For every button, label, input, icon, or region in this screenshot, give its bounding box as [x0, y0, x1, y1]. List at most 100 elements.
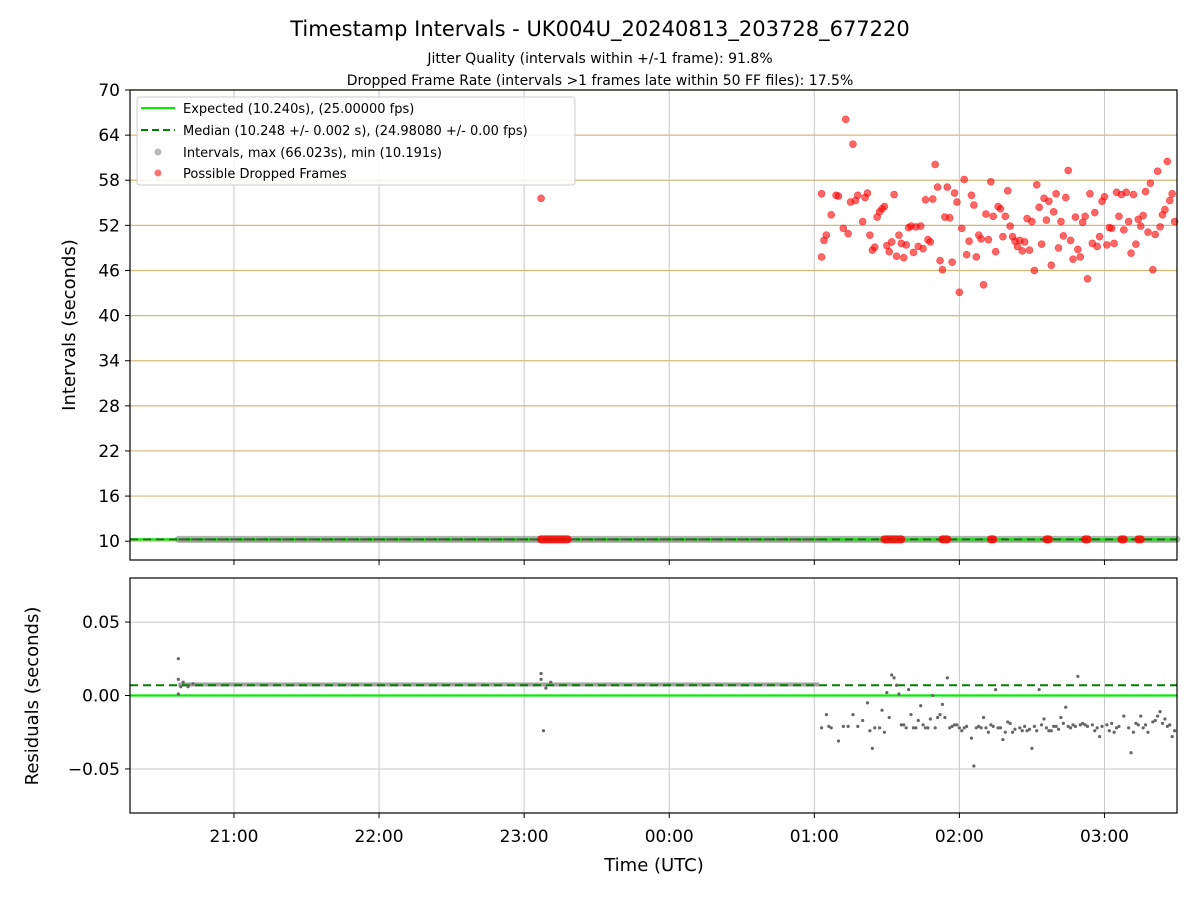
residual-point: [1143, 723, 1148, 727]
residual-point: [1069, 726, 1073, 730]
residual-point: [1158, 710, 1162, 714]
dropped-frame-point: [933, 183, 942, 191]
dropped-frame-point: [1144, 228, 1152, 236]
residual-point: [1083, 723, 1087, 727]
dropped-frame-point: [1052, 189, 1060, 198]
dropped-frame-point: [1018, 247, 1027, 255]
residual-point: [938, 712, 942, 717]
dropped-frame-point: [834, 192, 843, 200]
x-tick-label: 23:00: [500, 827, 549, 847]
residual-point: [856, 724, 860, 728]
legend-box: [136, 96, 576, 186]
dropped-frame-point: [1035, 203, 1043, 212]
residual-point: [1107, 729, 1111, 733]
dropped-frame-point: [1090, 208, 1099, 217]
residual-point: [1129, 751, 1133, 755]
residual-point: [1078, 723, 1082, 727]
residual-point: [539, 671, 543, 676]
residual-point: [1059, 715, 1063, 720]
residual-point: [952, 723, 957, 727]
x-tick-label: 00:00: [645, 827, 694, 847]
residual-point: [957, 726, 961, 730]
dropped-frame-point: [1153, 167, 1162, 176]
dropped-frame-point: [1003, 186, 1012, 195]
bottom-plot-y-tick-label: 0.05: [82, 613, 120, 633]
residual-point: [1056, 727, 1061, 731]
residual-point: [960, 729, 964, 733]
dropped-frame-point: [931, 160, 939, 169]
residual-point: [1020, 729, 1024, 733]
dropped-frame-point: [817, 189, 826, 198]
dropped-frame-point: [1069, 255, 1077, 264]
residual-point: [1013, 727, 1017, 731]
residual-point: [836, 739, 841, 743]
legend: Expected (10.240s), (25.00000 fps) Media…: [136, 96, 576, 186]
residual-point: [544, 686, 548, 690]
residual-point: [1032, 724, 1036, 728]
residual-point: [950, 724, 954, 728]
residual-point: [1054, 724, 1058, 728]
top-plot-y-tick-label: 46: [98, 261, 120, 281]
residual-point: [1081, 721, 1085, 726]
dropped-frame-point: [1064, 166, 1072, 175]
top-plot-y-tick-label: 64: [98, 126, 120, 146]
residual-point: [1139, 714, 1143, 718]
residual-point: [1030, 746, 1034, 750]
dropped-frame-point: [919, 244, 927, 253]
residual-point: [977, 724, 981, 728]
residual-point: [897, 692, 901, 696]
x-tick-label: 03:00: [1080, 827, 1129, 847]
residual-point: [868, 729, 872, 733]
dropped-frame-point: [1136, 222, 1145, 230]
dropped-frame-point: [827, 211, 836, 219]
residual-point: [1003, 730, 1007, 734]
residual-point: [1098, 735, 1102, 739]
dropped-frame-point: [972, 253, 981, 261]
residual-point: [911, 726, 916, 730]
dropped-frame-point: [979, 280, 988, 289]
dropped-frame-point: [1124, 217, 1133, 226]
residual-point: [873, 726, 877, 730]
dropped-frame-point: [989, 212, 998, 221]
residual-point: [907, 688, 911, 692]
residual-point: [1156, 714, 1160, 718]
dropped-frame-point: [960, 175, 969, 184]
residual-point: [1095, 726, 1099, 730]
residual-point: [948, 726, 952, 730]
residual-point: [945, 676, 949, 680]
residual-point: [539, 677, 543, 681]
dropped-frame-point: [858, 217, 867, 226]
dropped-frame-point: [1122, 188, 1131, 197]
dropped-frame-point: [957, 224, 966, 233]
residual-point: [1076, 674, 1080, 679]
top-plot-frame: [129, 89, 1178, 561]
residual-point: [880, 708, 884, 712]
residual-point: [1172, 729, 1177, 733]
dropped-frame-point: [1100, 192, 1109, 201]
residual-point: [1110, 721, 1114, 726]
dropped-frame-point: [1061, 193, 1070, 202]
top-plot-y-tick-label: 10: [98, 532, 120, 552]
top-plot-y-label: Intervals (seconds): [59, 239, 80, 411]
dropped-frame-point: [945, 214, 954, 222]
legend-intervals-label: Intervals, max (66.023s), min (10.191s): [183, 146, 442, 161]
dropped-frame-point: [1156, 223, 1164, 231]
residual-point: [191, 682, 195, 686]
dropped-frame-point: [1001, 212, 1010, 221]
dropped-frame-point: [1054, 244, 1063, 252]
x-tick-label: 02:00: [935, 827, 984, 847]
dropped-frame-point: [1066, 236, 1075, 245]
residual-point: [994, 688, 998, 692]
residual-point: [176, 657, 180, 661]
residual-point: [1114, 726, 1119, 730]
dropped-frame-point: [1120, 226, 1128, 234]
dropped-frame-point: [996, 205, 1005, 213]
residual-point: [981, 715, 986, 720]
dropped-frame-point: [1139, 211, 1147, 220]
residual-point: [829, 726, 833, 730]
residual-point: [902, 723, 906, 727]
dropped-frame-point: [839, 224, 848, 233]
dropped-frame-point: [1165, 196, 1174, 205]
dropped-frame-point: [991, 247, 1000, 256]
dropped-frame-point: [902, 241, 910, 249]
